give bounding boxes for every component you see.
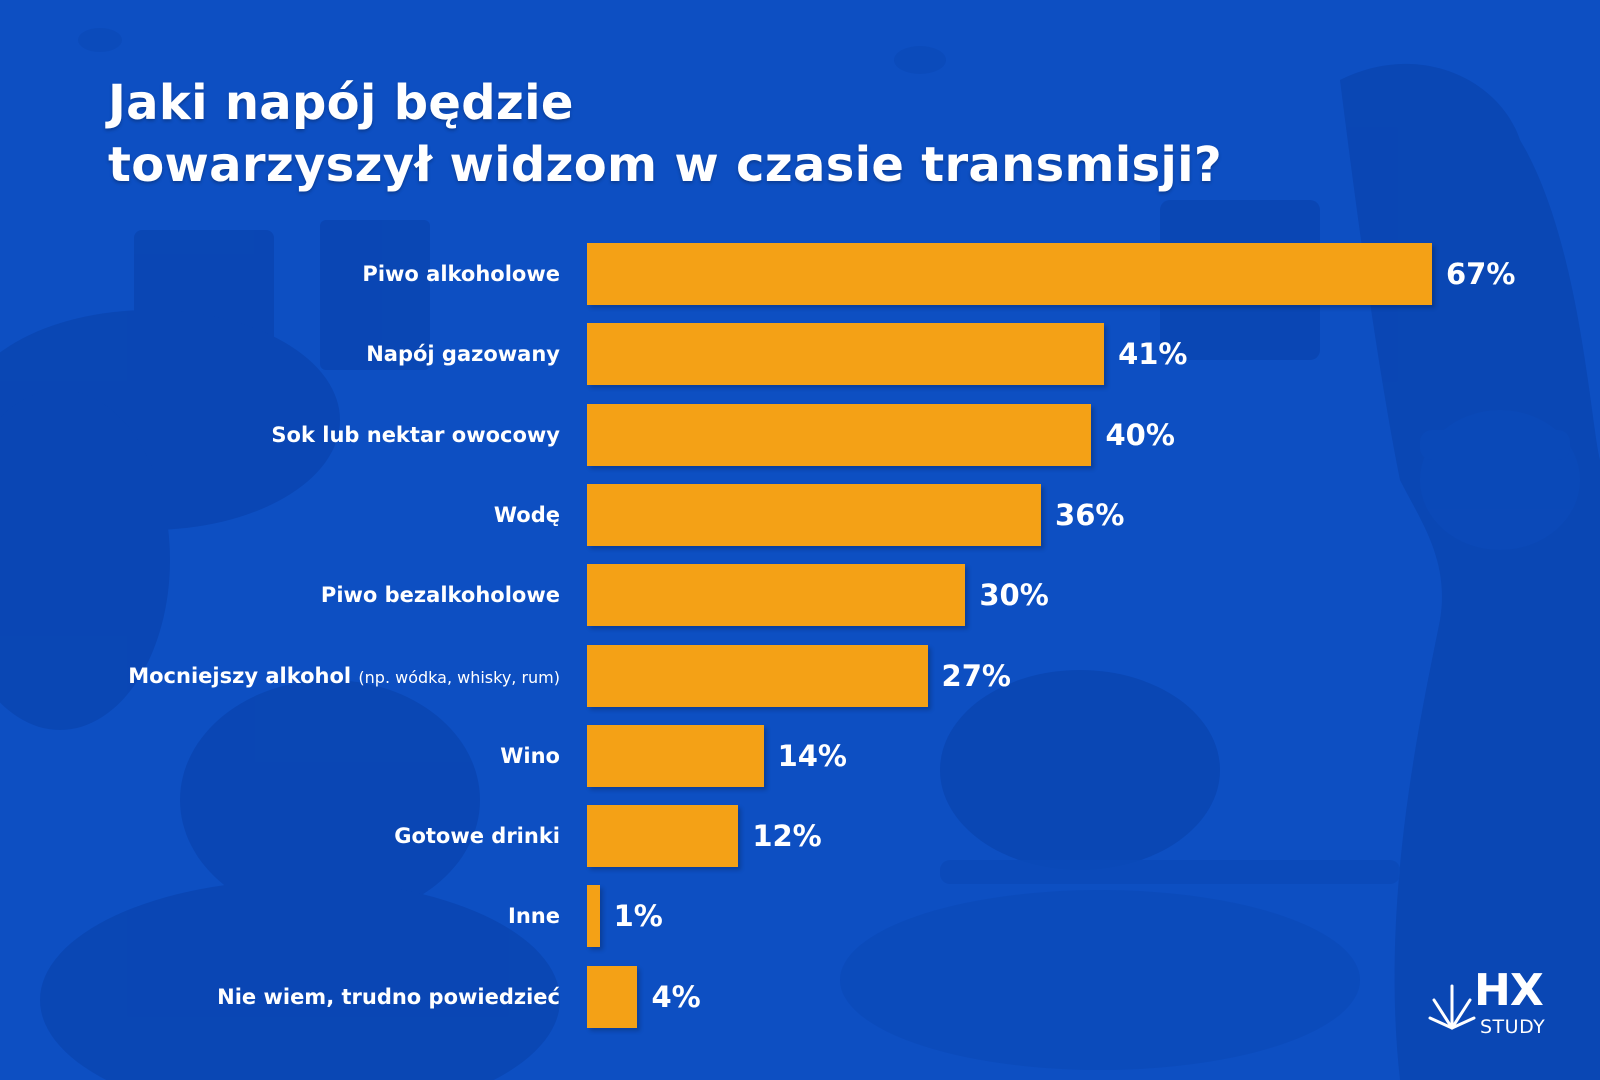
category-label: Sok lub nektar owocowy bbox=[0, 421, 560, 449]
value-label: 36% bbox=[1055, 497, 1125, 532]
value-label: 4% bbox=[651, 979, 701, 1014]
bar bbox=[587, 243, 1432, 305]
hx-study-logo: HX STUDY bbox=[1428, 965, 1558, 1050]
chart-title: Jaki napój będzie towarzyszył widzom w c… bbox=[108, 72, 1222, 196]
bar bbox=[587, 805, 739, 868]
category-name: Sok lub nektar owocowy bbox=[271, 422, 560, 447]
logo-wordmark: STUDY bbox=[1480, 1016, 1546, 1038]
value-label: 27% bbox=[941, 658, 1011, 693]
category-name: Wino bbox=[500, 743, 560, 768]
value-label: 67% bbox=[1446, 257, 1516, 291]
chart-title-line-2: towarzyszył widzom w czasie transmisji? bbox=[108, 137, 1223, 193]
bar bbox=[587, 885, 600, 948]
bar bbox=[587, 965, 638, 1028]
bar bbox=[587, 403, 1092, 466]
category-name: Piwo alkoholowe bbox=[362, 262, 560, 286]
category-label: Mocniejszy alkohol (np. wódka, whisky, r… bbox=[0, 662, 560, 692]
starburst-icon bbox=[1428, 984, 1476, 1030]
value-label: 12% bbox=[752, 819, 822, 854]
value-label: 41% bbox=[1118, 337, 1188, 372]
bar bbox=[587, 483, 1042, 546]
bar bbox=[587, 323, 1105, 386]
chart-title-line-1: Jaki napój będzie bbox=[108, 75, 574, 131]
value-label: 40% bbox=[1105, 417, 1175, 452]
bar bbox=[587, 644, 928, 707]
category-label: Inne bbox=[0, 902, 560, 930]
logo-mark: HX bbox=[1474, 965, 1544, 1016]
category-label: Piwo bezalkoholowe bbox=[0, 581, 560, 609]
category-label: Napój gazowany bbox=[0, 340, 560, 368]
category-name: Inne bbox=[508, 904, 560, 929]
bar bbox=[587, 564, 966, 627]
value-label: 14% bbox=[777, 738, 847, 773]
category-label: Wino bbox=[0, 742, 560, 770]
category-label: Piwo alkoholowe bbox=[0, 260, 560, 288]
bar bbox=[587, 724, 764, 787]
value-label: 30% bbox=[979, 578, 1049, 613]
category-label: Wodę bbox=[0, 501, 560, 529]
category-note: (np. wódka, whisky, rum) bbox=[358, 667, 560, 687]
category-name: Piwo bezalkoholowe bbox=[320, 583, 560, 608]
category-name: Nie wiem, trudno powiedzieć bbox=[217, 984, 560, 1009]
category-name: Wodę bbox=[493, 502, 560, 527]
category-label: Gotowe drinki bbox=[0, 822, 560, 850]
value-label: 1% bbox=[613, 899, 663, 934]
category-label: Nie wiem, trudno powiedzieć bbox=[0, 983, 560, 1011]
category-name: Gotowe drinki bbox=[394, 824, 560, 849]
category-name: Mocniejszy alkohol bbox=[128, 663, 352, 688]
category-name: Napój gazowany bbox=[366, 342, 560, 367]
